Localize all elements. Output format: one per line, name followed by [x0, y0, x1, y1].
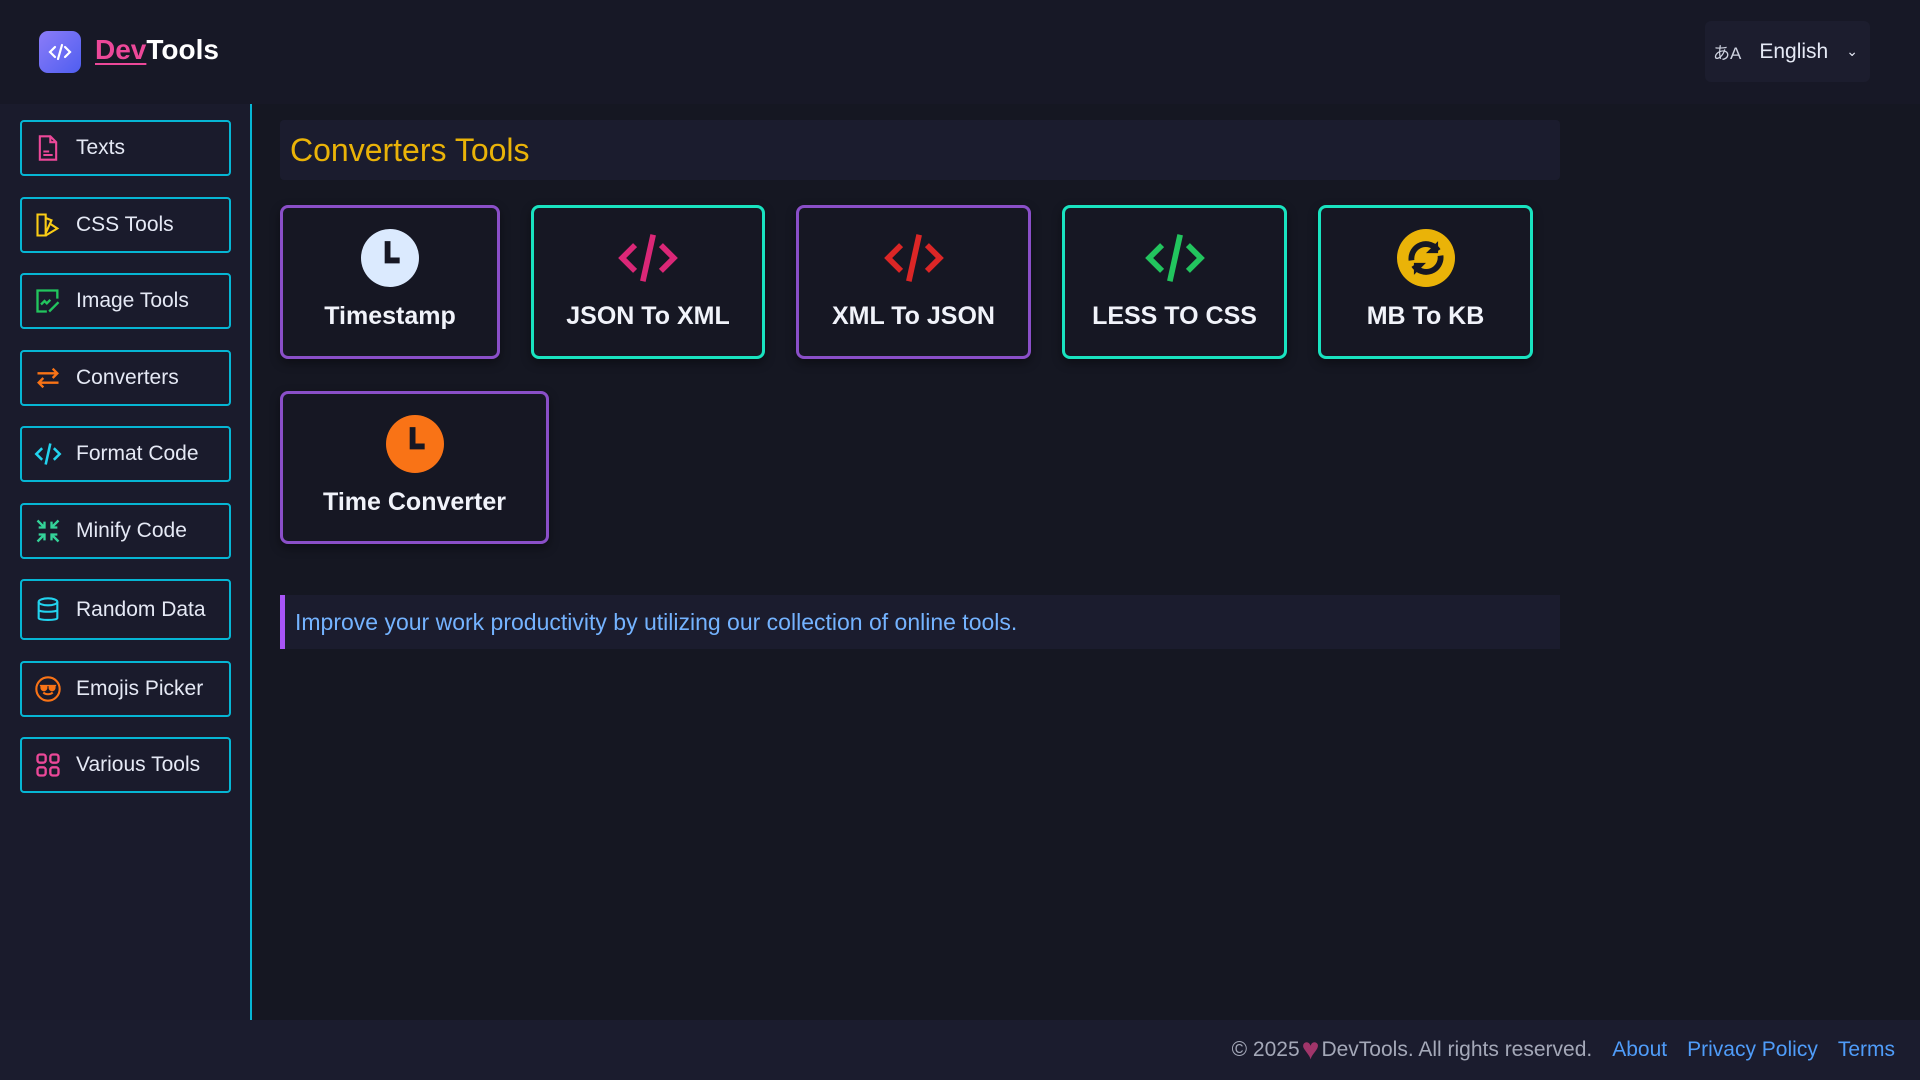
- language-selector[interactable]: あA English ⌄: [1705, 21, 1870, 82]
- footer: © 2025 ♥ DevTools. All rights reserved. …: [0, 1020, 1920, 1080]
- sidebar-item-label: Image Tools: [76, 289, 189, 312]
- sidebar-item-css-tools[interactable]: CSS Tools: [20, 197, 231, 253]
- sidebar: [0, 104, 252, 1020]
- brand-tools: Tools: [146, 34, 219, 65]
- sidebar-item-image-tools[interactable]: Image Tools: [20, 273, 231, 329]
- minimize-arrows-icon: [34, 517, 62, 545]
- tool-card-json-to-xml[interactable]: JSON To XML: [531, 205, 765, 359]
- image-edit-icon: [34, 287, 62, 315]
- brand-dev: Dev: [95, 34, 147, 65]
- tool-label: Time Converter: [323, 488, 506, 516]
- swap-arrows-icon: [34, 364, 62, 392]
- tool-card-timestamp[interactable]: Timestamp: [280, 205, 500, 359]
- sidebar-item-texts[interactable]: Texts: [20, 120, 231, 176]
- tool-label: MB To KB: [1366, 302, 1485, 330]
- sidebar-item-minify-code[interactable]: Minify Code: [20, 503, 231, 559]
- sidebar-item-label: Format Code: [76, 442, 199, 465]
- code-icon: [617, 228, 679, 288]
- sidebar-item-label: CSS Tools: [76, 213, 174, 236]
- heart-icon: ♥: [1301, 1033, 1320, 1066]
- code-icon: [1144, 228, 1206, 288]
- database-icon: [34, 596, 62, 624]
- language-value: English: [1759, 39, 1829, 63]
- tool-label: XML To JSON: [832, 302, 995, 330]
- code-icon: [34, 440, 62, 468]
- rights-text: DevTools. All rights reserved.: [1321, 1038, 1593, 1061]
- sidebar-item-format-code[interactable]: Format Code: [20, 426, 231, 482]
- info-banner: Improve your work productivity by utiliz…: [280, 595, 1560, 649]
- tool-card-mb-to-kb[interactable]: MB To KB: [1318, 205, 1533, 359]
- tool-card-less-to-css[interactable]: LESS TO CSS: [1062, 205, 1287, 359]
- header: DevTools あA English ⌄: [0, 0, 1920, 104]
- translate-icon: あA: [1713, 44, 1742, 63]
- sidebar-item-label: Converters: [76, 366, 179, 389]
- clock-icon: [385, 414, 444, 474]
- sidebar-item-various-tools[interactable]: Various Tools: [20, 737, 231, 793]
- logo-icon[interactable]: [39, 31, 81, 73]
- sidebar-item-label: Random Data: [76, 597, 206, 621]
- sidebar-item-label: Texts: [76, 136, 126, 159]
- sidebar-item-label: Emojis Picker: [76, 677, 204, 700]
- tool-label: LESS TO CSS: [1092, 302, 1257, 330]
- sidebar-item-label: Minify Code: [76, 519, 187, 542]
- file-text-icon: [34, 134, 62, 162]
- sidebar-item-converters[interactable]: Converters: [20, 350, 231, 406]
- brand-name[interactable]: DevTools: [95, 34, 219, 66]
- tool-card-xml-to-json[interactable]: XML To JSON: [796, 205, 1031, 359]
- refresh-icon: [1396, 228, 1455, 288]
- sidebar-item-random-data[interactable]: Random Data: [20, 579, 231, 640]
- tool-label: JSON To XML: [566, 302, 730, 330]
- info-text: Improve your work productivity by utiliz…: [295, 608, 1018, 635]
- privacy-policy-link[interactable]: Privacy Policy: [1687, 1038, 1818, 1061]
- palette-icon: [34, 211, 62, 239]
- about-link[interactable]: About: [1612, 1038, 1668, 1061]
- sunglasses-emoji-icon: [34, 675, 62, 703]
- page-title: Converters Tools: [280, 120, 1560, 180]
- sidebar-item-label: Various Tools: [76, 753, 201, 776]
- copyright: © 2025: [1231, 1038, 1300, 1061]
- tool-label: Timestamp: [324, 302, 456, 330]
- sidebar-item-emojis-picker[interactable]: Emojis Picker: [20, 661, 231, 717]
- grid-icon: [34, 751, 62, 779]
- clock-icon: [361, 228, 419, 288]
- code-icon: [883, 228, 945, 288]
- chevron-down-icon: ⌄: [1846, 43, 1858, 59]
- terms-link[interactable]: Terms: [1837, 1038, 1895, 1061]
- tool-card-time-converter[interactable]: Time Converter: [280, 391, 549, 544]
